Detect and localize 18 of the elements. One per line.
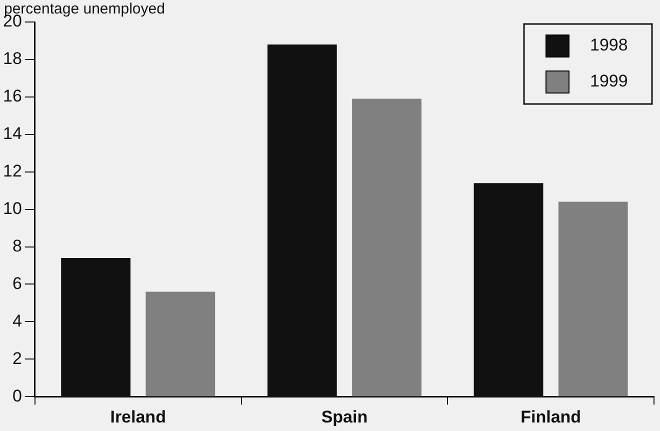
legend-label: 1998 bbox=[590, 36, 628, 55]
y-tick-label: 4 bbox=[12, 311, 22, 330]
x-tick-label: Finland bbox=[520, 407, 582, 426]
y-tick-label: 8 bbox=[12, 236, 22, 256]
y-tick-label: 6 bbox=[12, 274, 22, 293]
y-tick-label: 18 bbox=[2, 49, 22, 68]
bar bbox=[352, 98, 422, 396]
y-tick-label: 2 bbox=[12, 348, 22, 368]
y-tick-label: 10 bbox=[2, 198, 22, 218]
x-tick-label: Spain bbox=[321, 407, 368, 426]
bar bbox=[558, 202, 628, 396]
y-tick-label: 14 bbox=[2, 124, 22, 144]
y-tick-label: 16 bbox=[2, 86, 22, 106]
y-tick-label: 0 bbox=[12, 386, 22, 406]
bar bbox=[146, 292, 216, 396]
x-tick-label: Ireland bbox=[110, 407, 166, 426]
y-tick-label: 12 bbox=[2, 162, 22, 181]
legend-label: 1999 bbox=[590, 72, 628, 91]
